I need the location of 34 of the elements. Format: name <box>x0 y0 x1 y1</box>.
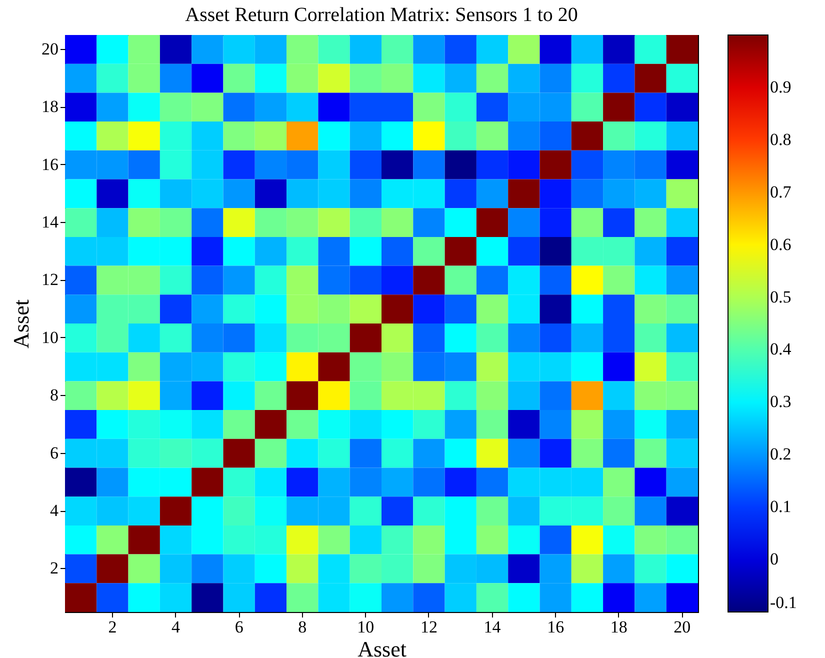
y-tick-label: 12 <box>42 270 58 290</box>
y-tick-label: 16 <box>42 154 58 174</box>
y-tick-label: 8 <box>50 386 58 405</box>
chart-title: Asset Return Correlation Matrix: Sensors 1 to 20 <box>185 4 578 26</box>
y-axis-title: Asset <box>8 300 34 348</box>
y-tick-label: 6 <box>50 443 58 462</box>
color-bar-label: 0.5 <box>770 287 792 306</box>
y-tick-label: 2 <box>50 558 58 578</box>
color-bar-label: 0.7 <box>770 182 792 202</box>
x-tick-label: 2 <box>108 618 117 636</box>
x-tick-label: 4 <box>172 618 181 636</box>
x-axis-title: Asset <box>358 636 406 658</box>
x-tick-label: 16 <box>547 618 564 636</box>
color-bar-label: 0.3 <box>770 392 792 412</box>
x-tick-label: 6 <box>234 618 244 636</box>
color-bar-label: 0.4 <box>770 340 792 359</box>
y-tick-label: 20 <box>42 39 58 58</box>
color-bar-label: 0.2 <box>770 444 792 464</box>
y-tick-label: 18 <box>42 97 58 116</box>
x-tick-label: 10 <box>357 618 374 636</box>
color-bar-label: 0.6 <box>770 234 792 254</box>
y-tick-label: 10 <box>42 328 58 347</box>
x-tick-label: 14 <box>484 618 502 636</box>
x-tick-label: 18 <box>610 618 628 636</box>
color-bar-label: 0 <box>770 550 778 569</box>
y-tick-label: 4 <box>50 501 59 520</box>
color-bar-label: -0.1 <box>770 593 797 612</box>
color-bar-label: 0.1 <box>770 497 792 516</box>
color-bar-label: 0.8 <box>770 130 792 149</box>
color-bar-label: 0.9 <box>770 77 792 96</box>
x-tick-label: 12 <box>420 618 438 636</box>
x-tick-label: 8 <box>298 618 307 636</box>
y-tick-label: 14 <box>42 212 59 232</box>
x-tick-label: 20 <box>674 618 691 636</box>
